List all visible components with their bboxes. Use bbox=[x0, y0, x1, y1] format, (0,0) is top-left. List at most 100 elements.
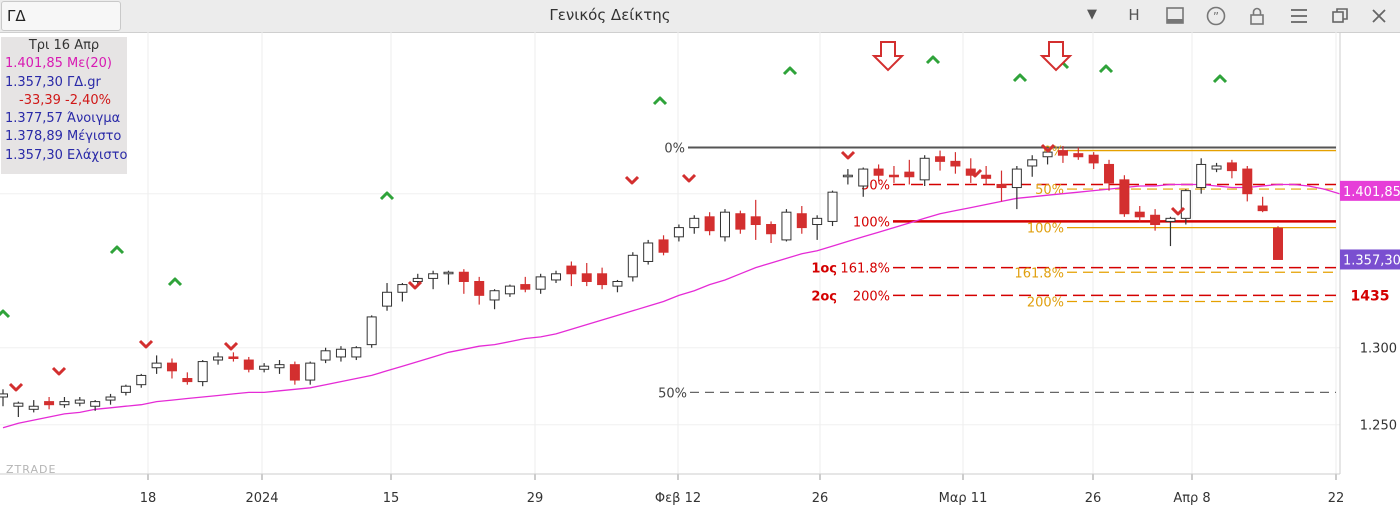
candle-body bbox=[335, 348, 346, 358]
candle-body bbox=[182, 378, 193, 383]
restore-icon[interactable] bbox=[1323, 0, 1357, 32]
fib-levels: 0%50%100%161.8%1ος200%2ος0%50%100%161.8%… bbox=[658, 142, 1336, 401]
menu-icon[interactable] bbox=[1282, 0, 1316, 32]
ma-price-tag: 1.401,85 bbox=[1343, 185, 1400, 200]
symbol-input[interactable]: ΓΔ bbox=[1, 1, 121, 31]
candle-body bbox=[428, 273, 439, 279]
quote-icon[interactable]: ” bbox=[1199, 0, 1233, 32]
candle-body bbox=[1073, 153, 1084, 158]
layout-icon[interactable] bbox=[1158, 0, 1192, 32]
candle-body bbox=[1088, 154, 1099, 164]
candle-body bbox=[1057, 150, 1068, 156]
signal-arrows bbox=[0, 41, 1228, 392]
down-signal-icon bbox=[1170, 206, 1186, 216]
candle-body bbox=[1150, 214, 1161, 226]
candle-body bbox=[44, 401, 55, 406]
info-date: Τρι 16 Απρ bbox=[28, 38, 100, 53]
candle-body bbox=[842, 174, 853, 178]
candle-body bbox=[1242, 168, 1253, 195]
target-label: 1435 bbox=[1351, 288, 1390, 304]
candle-body bbox=[827, 191, 838, 222]
x-tick-label: 18 bbox=[140, 491, 157, 506]
info-ma: 1.401,85 Με(20) bbox=[5, 56, 112, 72]
candle-body bbox=[1042, 151, 1053, 158]
candle-body bbox=[612, 280, 623, 287]
level-label: 200% bbox=[853, 289, 890, 304]
last-price-tag: 1.357,30 bbox=[1343, 253, 1400, 268]
up-signal-icon bbox=[1212, 74, 1228, 84]
candle-body bbox=[581, 273, 592, 282]
moving-average bbox=[2, 183, 1355, 429]
candle-body bbox=[136, 374, 147, 386]
candle-body bbox=[566, 265, 577, 275]
candle-body bbox=[1257, 205, 1268, 212]
close-icon[interactable] bbox=[1362, 0, 1396, 32]
candle-body bbox=[735, 213, 746, 230]
h-button[interactable]: H bbox=[1128, 6, 1140, 24]
up-signal-icon bbox=[925, 55, 941, 65]
candle-body bbox=[382, 291, 393, 307]
candle-body bbox=[1119, 179, 1130, 215]
info-high: 1.378,89 Μέγιστο bbox=[5, 129, 122, 145]
chart-title: Γενικός Δείκτης bbox=[549, 6, 671, 24]
grid bbox=[0, 32, 1340, 474]
level-prefix: 2ος bbox=[811, 289, 837, 304]
level-label: 200% bbox=[1027, 296, 1064, 311]
price-chart[interactable]: 0%50%100%161.8%1ος200%2ος0%50%100%161.8%… bbox=[0, 32, 1400, 511]
candle-body bbox=[1180, 190, 1191, 219]
candle-body bbox=[320, 350, 331, 361]
candle-body bbox=[551, 273, 562, 281]
x-tick-label: 26 bbox=[1085, 491, 1102, 506]
svg-text:”: ” bbox=[1213, 10, 1219, 24]
candle-body bbox=[658, 239, 669, 253]
x-tick-label: Φεβ 12 bbox=[655, 491, 701, 506]
candle-body bbox=[750, 216, 761, 226]
down-signal-icon bbox=[681, 173, 697, 183]
x-tick-label: 22 bbox=[1328, 491, 1345, 506]
candles bbox=[0, 145, 1283, 418]
x-tick-label: Απρ 8 bbox=[1173, 491, 1210, 506]
down-signal-icon bbox=[138, 339, 154, 349]
y-tick-label: 1.300 bbox=[1360, 342, 1397, 357]
candle-body bbox=[766, 224, 777, 235]
candle-body bbox=[366, 316, 377, 346]
dropdown-button[interactable]: ▼ bbox=[1087, 7, 1097, 22]
candle-body bbox=[443, 271, 454, 275]
candle-body bbox=[1011, 168, 1022, 189]
candle-body bbox=[412, 277, 423, 282]
candle-body bbox=[1134, 211, 1145, 218]
level-label: 50% bbox=[658, 386, 687, 401]
candle-body bbox=[228, 356, 239, 359]
candle-body bbox=[1104, 163, 1115, 184]
candle-body bbox=[919, 157, 930, 181]
candle-body bbox=[1196, 163, 1207, 189]
candle-body bbox=[873, 168, 884, 176]
candle-body bbox=[1226, 162, 1237, 172]
candle-body bbox=[643, 242, 654, 262]
x-tick-label: 29 bbox=[527, 491, 544, 506]
candle-body bbox=[397, 284, 408, 293]
candle-body bbox=[474, 280, 485, 296]
candle-body bbox=[673, 227, 684, 238]
up-signal-icon bbox=[652, 96, 668, 106]
candle-body bbox=[274, 364, 285, 369]
up-signal-icon bbox=[379, 191, 395, 201]
up-signal-icon bbox=[167, 277, 183, 287]
candle-body bbox=[90, 401, 101, 407]
down-signal-icon bbox=[8, 382, 24, 392]
candle-body bbox=[520, 284, 531, 290]
level-label: 100% bbox=[853, 215, 890, 230]
candle-body bbox=[243, 359, 254, 370]
info-panel: Τρι 16 Απρ 1.401,85 Με(20) 1.357,30 ΓΔ.g… bbox=[1, 37, 127, 174]
candle-body bbox=[74, 399, 85, 404]
candle-body bbox=[704, 216, 715, 232]
candle-body bbox=[1165, 217, 1176, 222]
x-tick-label: 15 bbox=[383, 491, 400, 506]
candle-body bbox=[535, 276, 546, 290]
candle-body bbox=[59, 401, 70, 406]
down-signal-icon bbox=[51, 366, 67, 376]
down-signal-icon bbox=[840, 150, 856, 160]
lock-icon[interactable] bbox=[1240, 0, 1274, 32]
up-signal-icon bbox=[782, 66, 798, 76]
